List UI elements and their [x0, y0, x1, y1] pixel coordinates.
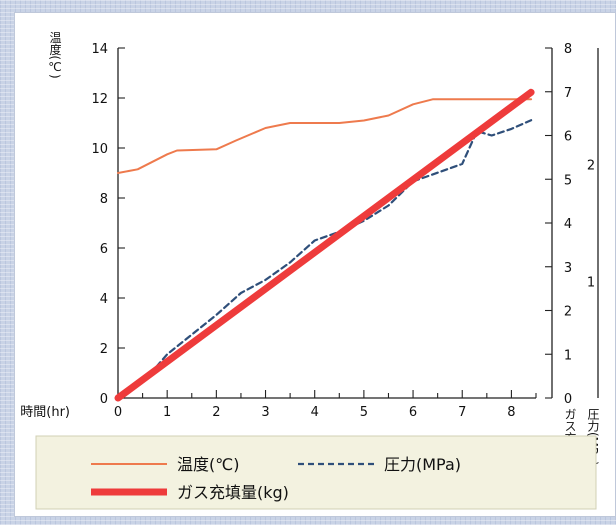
x-tick-label: 3: [261, 405, 269, 420]
legend: 温度(℃) 圧力(MPa) ガス充填量(kg): [35, 435, 597, 510]
y-left-tick-label: 12: [91, 92, 108, 107]
y-gas-tick-label: 2: [587, 159, 595, 174]
y-pressure-tick-label: 0: [564, 392, 572, 407]
x-tick-label: 2: [212, 405, 220, 420]
x-axis-title: 時間(hr): [20, 405, 70, 420]
x-tick-label: 7: [458, 405, 466, 420]
legend-box: [35, 435, 597, 510]
y-pressure-tick-label: 2: [564, 305, 572, 320]
y-left-tick-label: 10: [91, 142, 108, 157]
line-chart: 0 1 2 3 4 5 6 7 8時間(hr)02468101214温度(℃)012345678…: [20, 31, 600, 510]
y-gas-tick-label: 1: [587, 275, 595, 290]
legend-label-gas: ガス充填量(kg): [177, 483, 289, 502]
y-left-axis-title: 温度(℃): [48, 31, 62, 79]
x-tick-label: 0: [114, 405, 122, 420]
x-tick-label: 6: [409, 405, 417, 420]
series-layer: [114, 88, 535, 402]
y-left-tick-label: 14: [91, 42, 108, 57]
x-tick-label: 1: [163, 405, 171, 420]
y-pressure-tick-label: 7: [564, 86, 572, 101]
y-pressure-tick-label: 3: [564, 261, 572, 276]
legend-label-temperature: 温度(℃): [177, 455, 239, 474]
chart-panel: 0 1 2 3 4 5 6 7 8 時間(hr) 0 2 4 6 8 10 12 14 温度(℃) 0 1 2 3 4 5 6 7 8…: [14, 12, 616, 517]
y-left-tick-label: 0: [100, 392, 108, 407]
y-pressure-tick-label: 6: [564, 130, 572, 145]
x-tick-label: 8: [507, 405, 515, 420]
y-left-tick-label: 6: [100, 242, 108, 257]
y-pressure-tick-label: 4: [564, 217, 572, 232]
y-left-tick-label: 4: [100, 292, 108, 307]
y-pressure-tick-label: 8: [564, 42, 572, 57]
y-left-tick-label: 2: [100, 342, 108, 357]
legend-label-pressure: 圧力(MPa): [384, 455, 461, 474]
y-pressure-tick-label: 1: [564, 348, 572, 363]
y-pressure-tick-label: 5: [564, 173, 572, 188]
x-tick-label: 4: [311, 405, 319, 420]
series-line-gas: [114, 88, 535, 402]
x-tick-label: 5: [360, 405, 368, 420]
series-line-temperature: [117, 98, 533, 174]
y-left-tick-label: 8: [100, 192, 108, 207]
